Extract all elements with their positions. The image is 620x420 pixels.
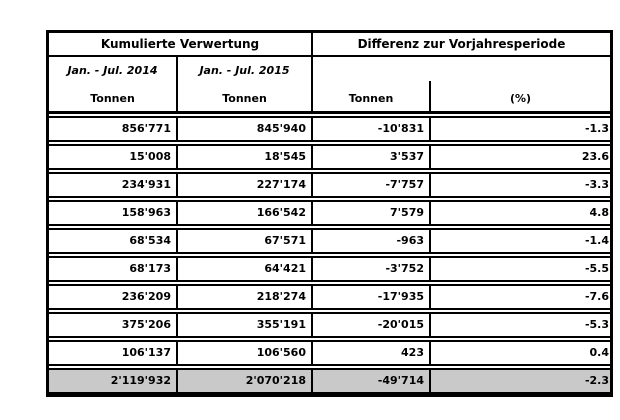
table-cell: 166'542 bbox=[176, 202, 311, 224]
table-row: 106'137 106'560 423 0.4 bbox=[49, 340, 610, 366]
table-cell: -1.3 bbox=[429, 118, 610, 140]
header-col-2015: Jan. - Jul. 2015 Tonnen bbox=[176, 57, 311, 111]
table-cell: -3'752 bbox=[311, 258, 429, 280]
diff-units-row: Tonnen (%) bbox=[313, 81, 610, 111]
table-header-sub-row: Jan. - Jul. 2014 Tonnen Jan. - Jul. 2015… bbox=[49, 57, 610, 114]
total-cell: 2'119'932 bbox=[110, 374, 171, 387]
table-cell: -20'015 bbox=[311, 314, 429, 336]
table-cell: -10'831 bbox=[311, 118, 429, 140]
table-cell: 0.4 bbox=[429, 342, 610, 364]
table-cell: 355'191 bbox=[176, 314, 311, 336]
table-cell: 218'274 bbox=[176, 286, 311, 308]
table-cell: 18'545 bbox=[176, 146, 311, 168]
table-body: 856'771 845'940 -10'831 -1.3 15'008 18'5… bbox=[49, 116, 610, 394]
unit-2015-label: Tonnen bbox=[222, 92, 267, 105]
total-cell: -49'714 bbox=[311, 370, 429, 392]
data-table: Kumulierte Verwertung Differenz zur Vorj… bbox=[46, 30, 613, 397]
table-cell: 423 bbox=[311, 342, 429, 364]
table-cell: -5.5 bbox=[429, 258, 610, 280]
table-cell: 7'579 bbox=[311, 202, 429, 224]
table-cell: -963 bbox=[311, 230, 429, 252]
table-cell: -7'757 bbox=[311, 174, 429, 196]
table-cell: -3.3 bbox=[429, 174, 610, 196]
table-cell: 856'771 bbox=[121, 122, 171, 135]
table-row: 158'963 166'542 7'579 4.8 bbox=[49, 200, 610, 226]
unit-2014-label: Tonnen bbox=[90, 92, 135, 105]
table-row: 68'173 64'421 -3'752 -5.5 bbox=[49, 256, 610, 282]
table-cell: 227'174 bbox=[176, 174, 311, 196]
table-cell: 375'206 bbox=[121, 318, 171, 331]
table-cell: 234'931 bbox=[121, 178, 171, 191]
table-cell: 67'571 bbox=[176, 230, 311, 252]
table-cell: 106'137 bbox=[121, 346, 171, 359]
table-row: 375'206 355'191 -20'015 -5.3 bbox=[49, 312, 610, 338]
table-cell: 23.6 bbox=[429, 146, 610, 168]
total-cell: 2'070'218 bbox=[176, 370, 311, 392]
total-cell: -2.3 bbox=[429, 370, 610, 392]
table-total-row: 2'119'932 2'070'218 -49'714 -2.3 bbox=[49, 368, 610, 394]
table-cell: -17'935 bbox=[311, 286, 429, 308]
table-cell: 106'560 bbox=[176, 342, 311, 364]
table-cell: 64'421 bbox=[176, 258, 311, 280]
table-cell: 158'963 bbox=[121, 206, 171, 219]
table-row: 15'008 18'545 3'537 23.6 bbox=[49, 144, 610, 170]
header-col-differenz: Tonnen (%) bbox=[311, 57, 610, 111]
table-cell: 68'173 bbox=[129, 262, 171, 275]
table-cell: -7.6 bbox=[429, 286, 610, 308]
table-cell: 15'008 bbox=[129, 150, 171, 163]
table-cell: -5.3 bbox=[429, 314, 610, 336]
table-cell: -1.4 bbox=[429, 230, 610, 252]
table-row: 68'534 67'571 -963 -1.4 bbox=[49, 228, 610, 254]
table-row: 234'931 227'174 -7'757 -3.3 bbox=[49, 172, 610, 198]
header-kumulierte-verwertung: Kumulierte Verwertung bbox=[100, 37, 260, 51]
table-cell: 68'534 bbox=[129, 234, 171, 247]
table-cell: 845'940 bbox=[176, 118, 311, 140]
period-2015-label: Jan. - Jul. 2015 bbox=[199, 64, 290, 77]
unit-percent-label: (%) bbox=[429, 81, 610, 111]
table-row: 856'771 845'940 -10'831 -1.3 bbox=[49, 116, 610, 142]
table-cell: 4.8 bbox=[429, 202, 610, 224]
table-cell: 236'209 bbox=[121, 290, 171, 303]
table-row: 236'209 218'274 -17'935 -7.6 bbox=[49, 284, 610, 310]
period-2014-label: Jan. - Jul. 2014 bbox=[67, 64, 158, 77]
unit-diff-tonnen-label: Tonnen bbox=[348, 92, 394, 105]
table-cell: 3'537 bbox=[311, 146, 429, 168]
header-differenz-vorjahresperiode: Differenz zur Vorjahresperiode bbox=[311, 33, 610, 55]
header-col-2014: Jan. - Jul. 2014 Tonnen bbox=[49, 57, 176, 111]
table-header-group-row: Kumulierte Verwertung Differenz zur Vorj… bbox=[49, 33, 610, 57]
